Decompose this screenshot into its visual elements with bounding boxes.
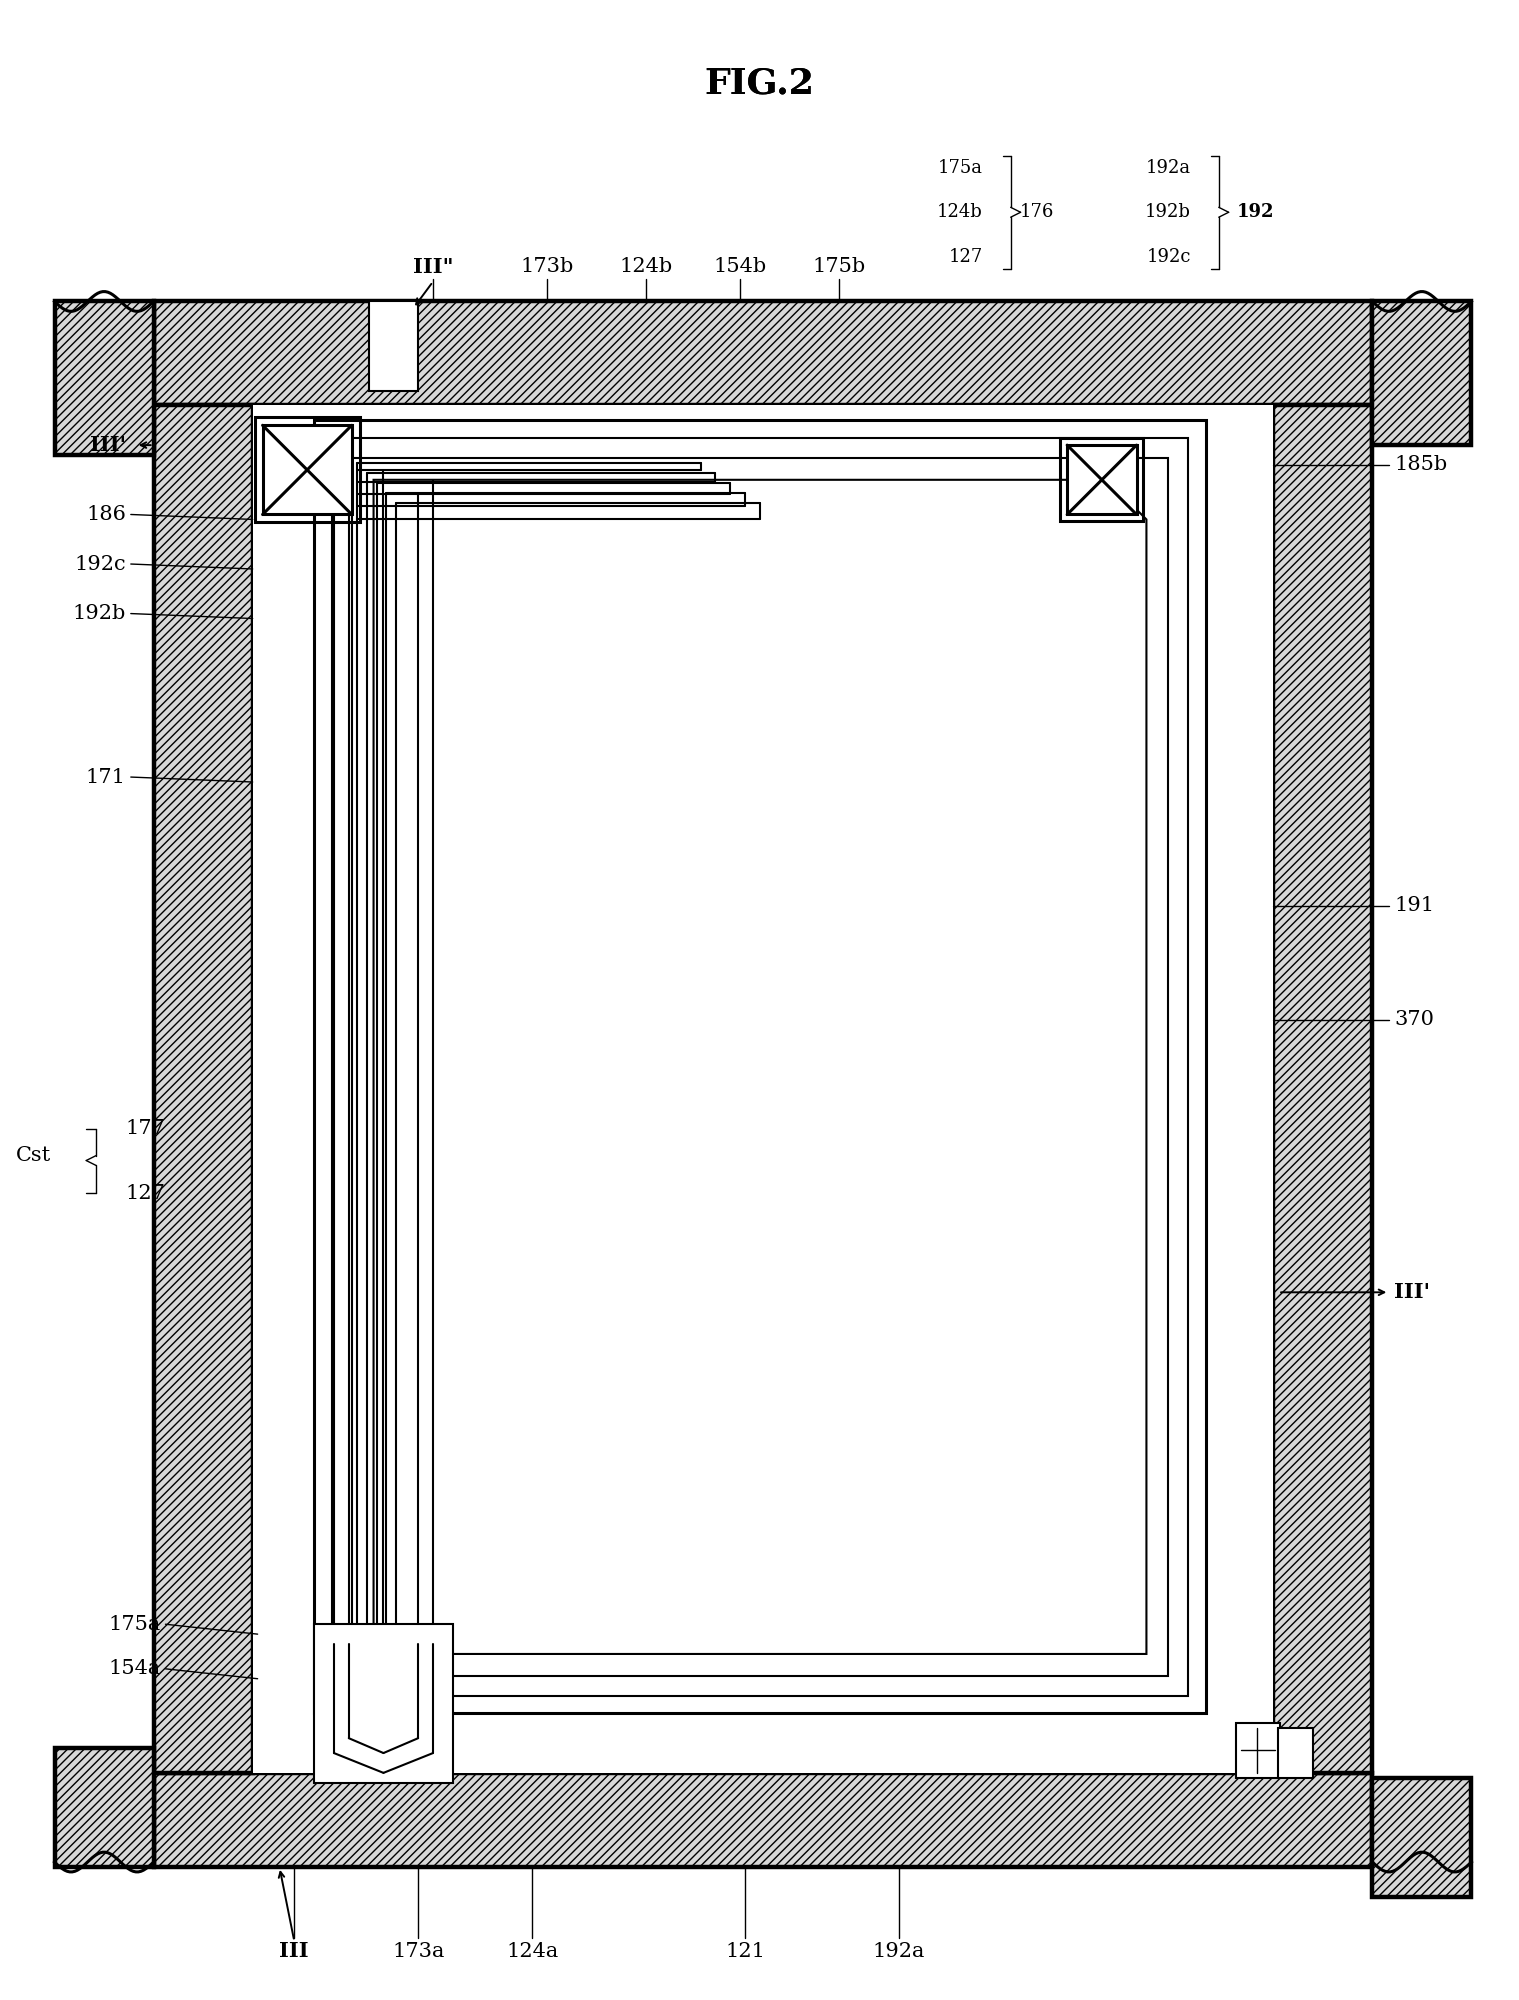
Text: 192: 192 [1236,204,1274,222]
Text: 192c: 192c [74,554,126,574]
Bar [263,426,352,514]
Bar [369,302,418,390]
Bar [1372,302,1472,446]
Bar [1060,438,1144,522]
Text: 127: 127 [126,1184,166,1202]
Text: 370: 370 [1394,1010,1434,1030]
Bar [153,406,252,1772]
Text: 124b: 124b [937,204,983,222]
Bar [1273,406,1372,1772]
Text: 191: 191 [1394,896,1434,916]
Bar [1235,1724,1281,1778]
Bar [333,438,1188,1696]
Bar [55,302,153,456]
Text: 171: 171 [87,768,126,786]
Text: 121: 121 [725,1942,766,1960]
Text: 124b: 124b [620,258,673,276]
Text: III: III [279,1942,308,1962]
Bar [1068,446,1136,514]
Text: 127: 127 [949,248,983,266]
Text: FIG.2: FIG.2 [705,66,814,100]
Bar [252,406,1273,1772]
Text: 154b: 154b [714,258,767,276]
Bar [55,1748,153,1866]
Text: 175b: 175b [813,258,866,276]
Bar [153,302,1372,406]
Text: III': III' [90,436,126,456]
Text: 175a: 175a [937,158,983,176]
Text: 173b: 173b [521,258,574,276]
Text: III": III" [413,256,453,276]
Text: 192b: 192b [1145,204,1191,222]
Bar [153,1772,1372,1866]
Text: 192a: 192a [1145,158,1191,176]
Text: 173a: 173a [392,1942,445,1960]
Polygon shape [374,480,1147,1654]
Text: 186: 186 [87,504,126,524]
Text: 192b: 192b [73,604,126,624]
Text: 185b: 185b [1394,456,1448,474]
Text: 192c: 192c [1147,248,1191,266]
Text: 176: 176 [1021,204,1054,222]
Text: Cst: Cst [17,1146,52,1166]
Bar [314,1624,453,1782]
Text: 192a: 192a [872,1942,925,1960]
Text: 124a: 124a [506,1942,557,1960]
Bar [255,418,360,522]
Text: FIG.2: FIG.2 [705,66,814,100]
Text: 177: 177 [126,1120,166,1138]
Text: III': III' [1394,1282,1431,1302]
Bar [352,458,1168,1676]
Bar [1277,1728,1312,1778]
Text: 175a: 175a [108,1614,161,1634]
Bar [1372,1778,1472,1896]
Text: 154a: 154a [108,1660,161,1678]
Bar [314,420,1206,1714]
